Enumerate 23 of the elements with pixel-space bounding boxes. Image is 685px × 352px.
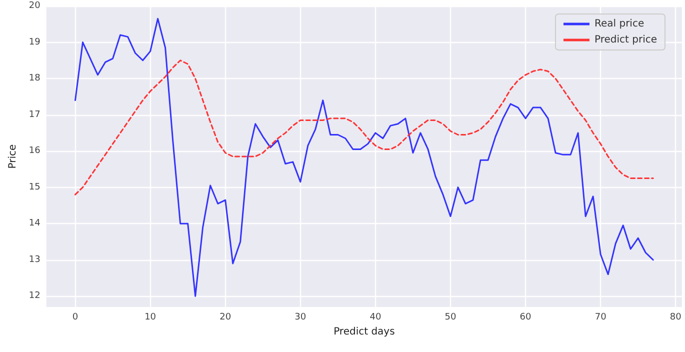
y-tick-label: 17 — [28, 110, 40, 120]
x-tick-label: 0 — [72, 312, 78, 322]
y-tick-label: 15 — [28, 182, 40, 192]
x-tick-label: 60 — [520, 312, 532, 322]
x-tick-label: 50 — [444, 312, 456, 322]
y-tick-label: 19 — [28, 37, 41, 48]
x-tick-label: 80 — [670, 312, 682, 322]
line-series — [74, 60, 654, 196]
x-tick-label: 10 — [144, 312, 156, 322]
x-tick-label: 40 — [370, 312, 382, 322]
y-tick-label: 18 — [28, 74, 41, 84]
x-tick-label: 30 — [294, 312, 306, 322]
y-tick-label: 13 — [28, 254, 40, 265]
x-axis-title: Predict days — [334, 326, 395, 338]
legend-label: Predict price — [594, 34, 658, 46]
y-tick-label: 14 — [28, 218, 41, 229]
y-tick-label: 20 — [28, 1, 41, 11]
y-axis-title: Price — [8, 144, 18, 169]
x-tick-label: 20 — [220, 312, 232, 322]
legend-label: Real price — [594, 18, 644, 30]
y-tick-label: 16 — [28, 146, 41, 156]
y-tick-label: 12 — [28, 291, 40, 302]
x-tick-label: 70 — [594, 312, 607, 322]
